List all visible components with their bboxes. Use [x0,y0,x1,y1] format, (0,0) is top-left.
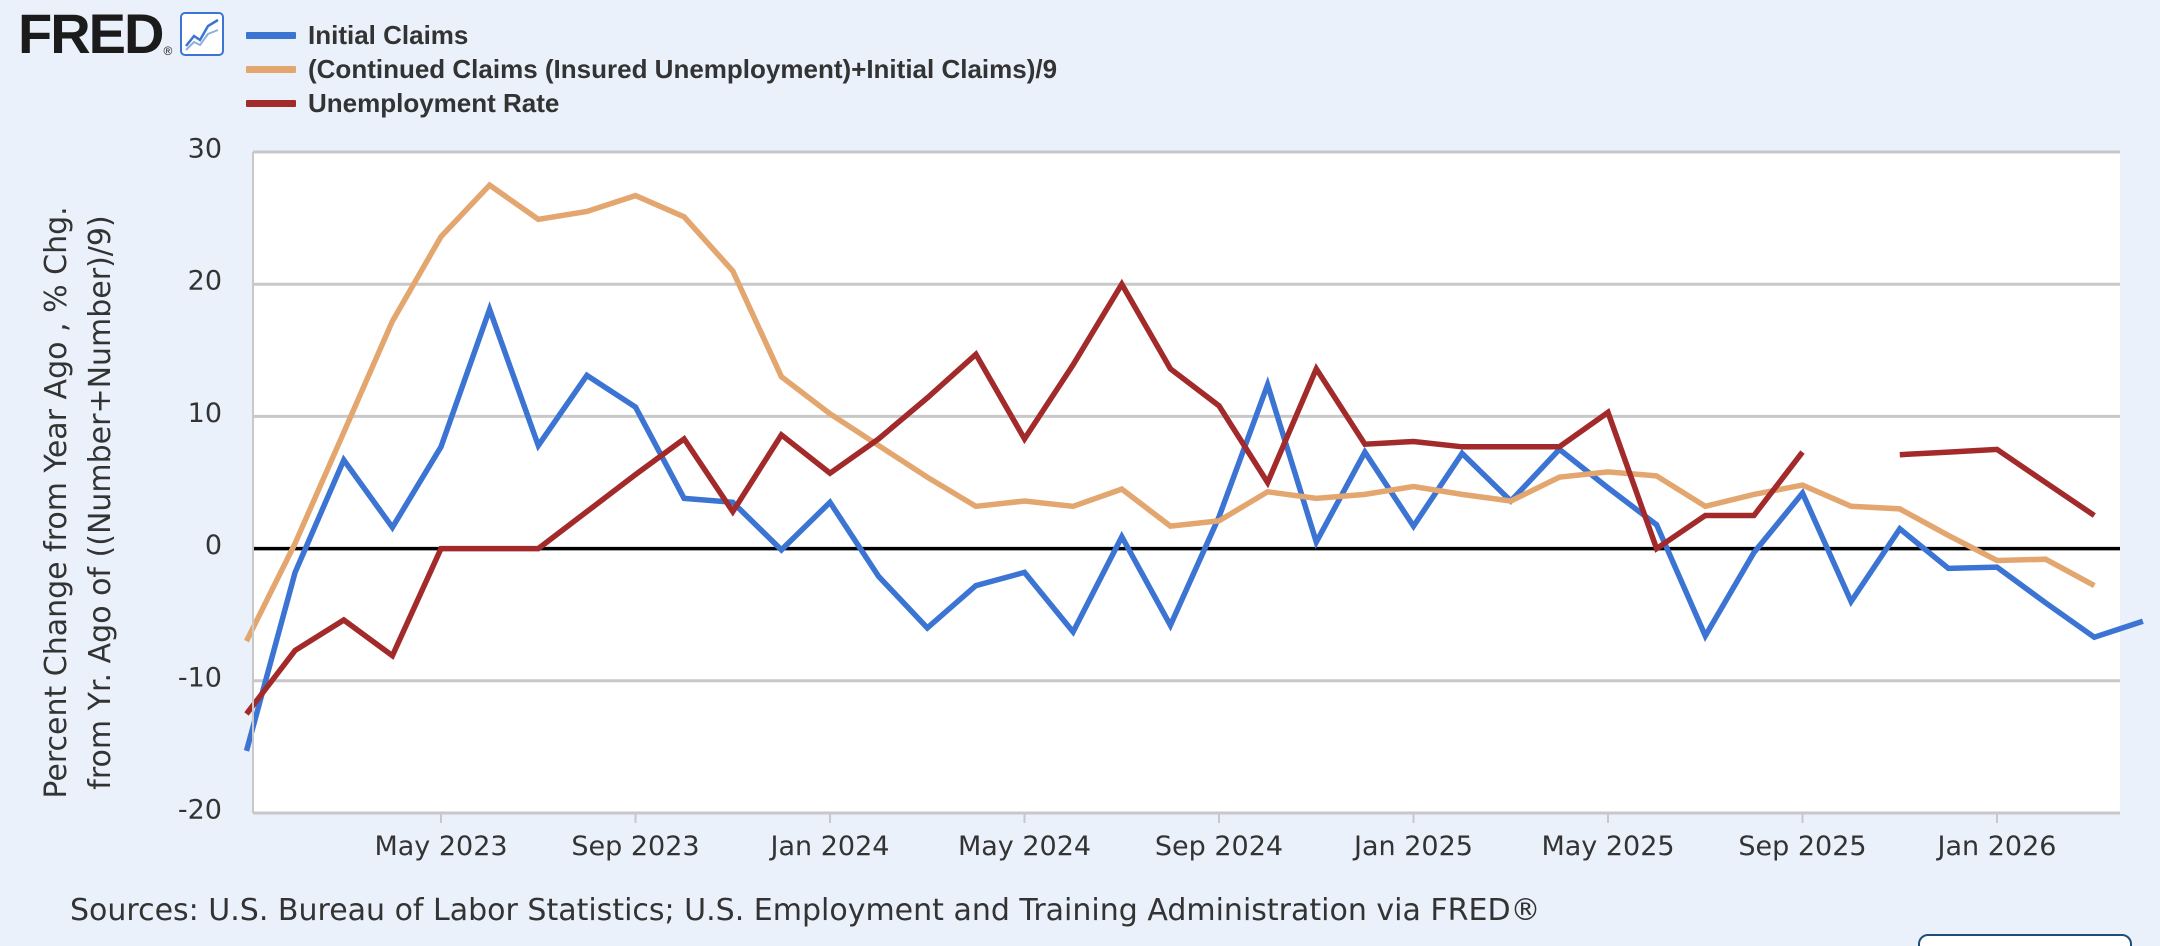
series-group [244,278,2096,716]
y-tick-label: 0 [205,530,222,561]
x-tick-label: May 2023 [374,831,507,862]
chart-legend: Initial Claims (Continued Claims (Insure… [246,18,1057,120]
legend-label: (Continued Claims (Insured Unemployment)… [308,53,1058,84]
plot-area [253,152,2120,813]
legend-swatch [246,65,296,73]
series-group [243,301,2144,752]
line-chart-icon[interactable] [180,12,225,56]
sources-note: Sources: U.S. Bureau of Labor Statistics… [70,893,1541,928]
x-tick-label: Jan 2024 [769,831,890,862]
legend-item-continued-claims[interactable]: (Continued Claims (Insured Unemployment)… [246,52,1057,86]
edit-graph-button[interactable] [1918,934,2132,946]
y-tick-label: 10 [188,398,222,429]
x-tick-label: Jan 2025 [1352,831,1473,862]
series-group [244,181,2096,643]
fred-logo-text: FRED [18,2,164,65]
x-tick-label: Jan 2026 [1936,831,2057,862]
y-tick-label: -10 [178,662,222,693]
x-tick-label: Sep 2023 [571,831,699,862]
registered-mark-icon: ® [163,44,173,58]
y-tick-label: 20 [188,266,222,297]
legend-label: Unemployment Rate [308,87,560,118]
legend-item-unemployment-rate[interactable]: Unemployment Rate [246,86,1057,120]
legend-swatch [246,31,296,39]
legend-label: Initial Claims [308,19,469,50]
y-axis-title: Percent Change from Year Ago , % Chg. [39,206,74,798]
fred-logo[interactable]: FRED ® [18,2,225,65]
series-line [243,301,2144,752]
x-tick-label: May 2025 [1541,831,1674,862]
y-tick-label: 30 [188,134,222,165]
x-tick-label: May 2024 [958,831,1091,862]
y-tick-label: -20 [178,795,222,826]
legend-swatch [246,99,296,107]
series-line [244,278,1805,716]
y-axis-title: from Yr. Ago of ((Number+Number)/9) [83,215,118,789]
legend-item-initial-claims[interactable]: Initial Claims [246,18,1057,52]
series-line [1899,446,2096,518]
x-tick-label: Sep 2025 [1738,831,1866,862]
x-tick-label: Sep 2024 [1155,831,1283,862]
series-line [244,181,2096,643]
